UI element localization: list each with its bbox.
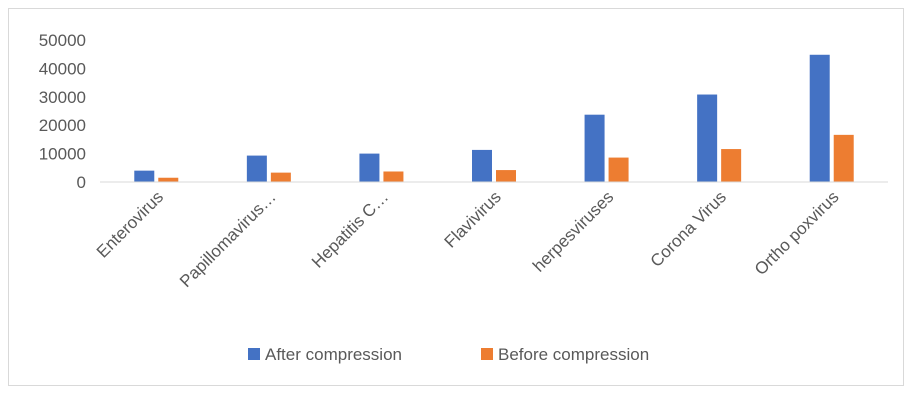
bar-before-corona-virus: [721, 149, 742, 182]
x-tick-label: Ortho poxvirus: [751, 187, 843, 279]
bar-before-enterovirus: [158, 177, 179, 182]
x-tick-label: Corona Virus: [647, 187, 730, 270]
x-tick-label: Hepatitis C…: [308, 187, 392, 271]
y-tick-label: 30000: [39, 88, 86, 107]
bar-after-ortho-poxvirus: [809, 54, 830, 182]
y-tick-label: 40000: [39, 59, 86, 78]
x-tick-label: herpesviruses: [529, 187, 617, 275]
legend: After compression Before compression: [248, 345, 649, 364]
x-tick-label: Papillomavirus…: [176, 187, 280, 291]
x-axis: Enterovirus Papillomavirus… Hepatitis C… Fl…: [93, 181, 888, 291]
bar-after-hepatitis-c: [359, 153, 380, 182]
bar-before-hepatitis-c: [383, 171, 404, 182]
bar-after-enterovirus: [134, 170, 155, 182]
bars: [134, 54, 854, 182]
bar-after-herpesviruses: [584, 114, 605, 182]
y-tick-label: 0: [77, 173, 86, 192]
legend-swatch: [248, 348, 260, 360]
bar-after-flavivirus: [472, 149, 492, 182]
legend-label: Before compression: [498, 345, 649, 364]
x-tick-label: Flavivirus: [441, 187, 505, 251]
bar-before-ortho-poxvirus: [833, 134, 854, 182]
legend-swatch: [481, 348, 493, 360]
y-axis: 0 10000 20000 30000 40000 50000: [39, 31, 86, 192]
bar-after-papillomavirus: [246, 155, 267, 182]
y-tick-label: 20000: [39, 116, 86, 135]
bar-before-herpesviruses: [608, 157, 629, 182]
x-tick-label: Enterovirus: [93, 187, 167, 261]
bar-before-flavivirus: [496, 170, 516, 182]
legend-label: After compression: [265, 345, 402, 364]
y-tick-label: 50000: [39, 31, 86, 50]
bar-after-corona-virus: [697, 94, 718, 182]
y-tick-label: 10000: [39, 145, 86, 164]
chart-frame: [8, 8, 904, 386]
bar-before-papillomavirus: [270, 172, 291, 182]
